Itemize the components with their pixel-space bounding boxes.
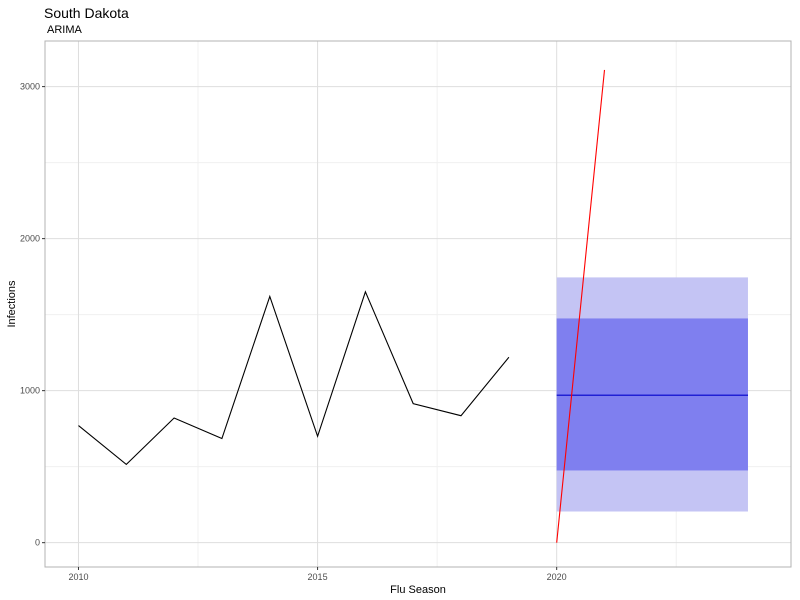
y-tick-label: 2000 <box>20 234 40 244</box>
y-tick-label: 0 <box>35 538 40 548</box>
x-tick-label: 2010 <box>68 572 88 582</box>
y-tick-label: 3000 <box>20 82 40 92</box>
x-axis-label: Flu Season <box>390 584 446 596</box>
interval-bands <box>556 277 748 512</box>
chart-subtitle: ARIMA <box>47 24 82 36</box>
x-tick-label: 2020 <box>547 572 567 582</box>
y-axis-label: Infections <box>6 280 18 328</box>
series-line-3 <box>556 69 606 543</box>
y-tick-label: 1000 <box>20 386 40 396</box>
chart-title: South Dakota <box>44 5 129 21</box>
panel-border <box>44 40 792 568</box>
x-tick-label: 2015 <box>308 572 328 582</box>
series-line-1 <box>78 290 510 466</box>
interval-band-80 <box>556 318 748 471</box>
series-lines <box>78 69 748 543</box>
tick-labels: 2010 2015 2020 0 1000 2000 3000 <box>20 82 567 582</box>
